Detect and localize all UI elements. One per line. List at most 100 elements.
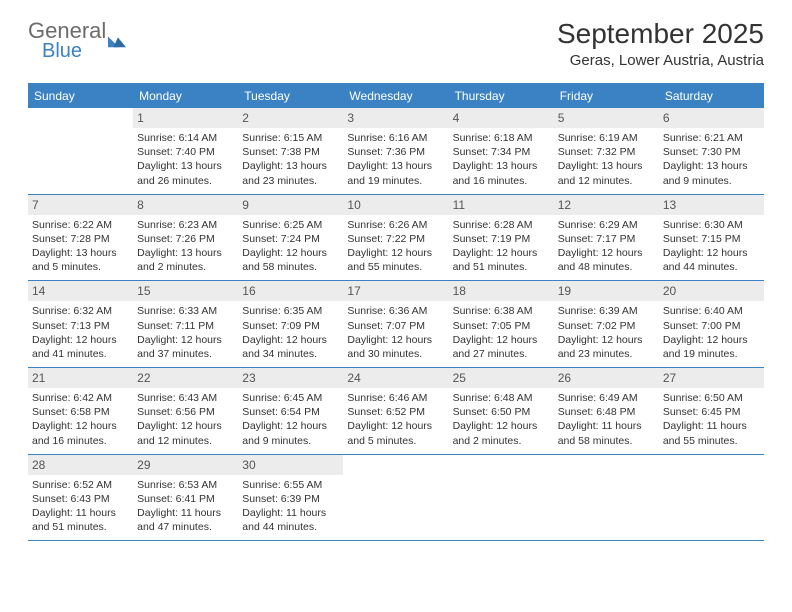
day-header: Sunday: [28, 85, 133, 108]
daylight-text: Daylight: 11 hours: [137, 506, 234, 520]
sunrise-text: Sunrise: 6:22 AM: [32, 218, 129, 232]
daylight-text: and 2 minutes.: [137, 260, 234, 274]
calendar-cell: 20Sunrise: 6:40 AMSunset: 7:00 PMDayligh…: [659, 281, 764, 367]
sunset-text: Sunset: 6:45 PM: [663, 405, 760, 419]
sunrise-text: Sunrise: 6:25 AM: [242, 218, 339, 232]
calendar-week: 7Sunrise: 6:22 AMSunset: 7:28 PMDaylight…: [28, 195, 764, 282]
sunrise-text: Sunrise: 6:45 AM: [242, 391, 339, 405]
daylight-text: and 12 minutes.: [558, 174, 655, 188]
daylight-text: and 47 minutes.: [137, 520, 234, 534]
daylight-text: and 37 minutes.: [137, 347, 234, 361]
calendar-cell: 1Sunrise: 6:14 AMSunset: 7:40 PMDaylight…: [133, 108, 238, 194]
sunset-text: Sunset: 7:13 PM: [32, 319, 129, 333]
sunset-text: Sunset: 7:24 PM: [242, 232, 339, 246]
sunrise-text: Sunrise: 6:16 AM: [347, 131, 444, 145]
day-number: 12: [554, 195, 659, 215]
sunset-text: Sunset: 7:22 PM: [347, 232, 444, 246]
daylight-text: and 5 minutes.: [32, 260, 129, 274]
calendar-cell: 27 Sunrise: 6:50 AMSunset: 6:45 PMDayligh…: [659, 368, 764, 454]
calendar-cell: [554, 455, 659, 541]
daylight-text: and 48 minutes.: [558, 260, 655, 274]
daylight-text: and 51 minutes.: [32, 520, 129, 534]
calendar-cell: 17Sunrise: 6:36 AMSunset: 7:07 PMDayligh…: [343, 281, 448, 367]
daylight-text: and 58 minutes.: [558, 434, 655, 448]
daylight-text: Daylight: 12 hours: [137, 419, 234, 433]
daylight-text: and 34 minutes.: [242, 347, 339, 361]
daylight-text: and 23 minutes.: [242, 174, 339, 188]
daylight-text: and 19 minutes.: [347, 174, 444, 188]
sunset-text: Sunset: 7:19 PM: [453, 232, 550, 246]
daylight-text: and 30 minutes.: [347, 347, 444, 361]
weeks-container: 1Sunrise: 6:14 AMSunset: 7:40 PMDaylight…: [28, 108, 764, 541]
sunset-text: Sunset: 6:39 PM: [242, 492, 339, 506]
sunrise-text: Sunrise: 6:33 AM: [137, 304, 234, 318]
calendar-cell: 12Sunrise: 6:29 AMSunset: 7:17 PMDayligh…: [554, 195, 659, 281]
calendar-cell: 26Sunrise: 6:49 AMSunset: 6:48 PMDayligh…: [554, 368, 659, 454]
sunrise-text: Sunrise: 6:48 AM: [453, 391, 550, 405]
day-number: 18: [449, 281, 554, 301]
daylight-text: and 58 minutes.: [242, 260, 339, 274]
sunset-text: Sunset: 6:48 PM: [558, 405, 655, 419]
day-header: Tuesday: [238, 85, 343, 108]
sunrise-text: Sunrise: 6:50 AM: [663, 391, 760, 405]
daylight-text: Daylight: 13 hours: [558, 159, 655, 173]
sunrise-text: Sunrise: 6:43 AM: [137, 391, 234, 405]
sunrise-text: Sunrise: 6:26 AM: [347, 218, 444, 232]
calendar-cell: 25Sunrise: 6:48 AMSunset: 6:50 PMDayligh…: [449, 368, 554, 454]
calendar-cell: 10Sunrise: 6:26 AMSunset: 7:22 PMDayligh…: [343, 195, 448, 281]
calendar-cell: 19Sunrise: 6:39 AMSunset: 7:02 PMDayligh…: [554, 281, 659, 367]
calendar-cell: 30Sunrise: 6:55 AMSunset: 6:39 PMDayligh…: [238, 455, 343, 541]
sunrise-text: Sunrise: 6:36 AM: [347, 304, 444, 318]
day-header-row: Sunday Monday Tuesday Wednesday Thursday…: [28, 85, 764, 108]
day-number: 17: [343, 281, 448, 301]
daylight-text: and 26 minutes.: [137, 174, 234, 188]
calendar-cell: 7Sunrise: 6:22 AMSunset: 7:28 PMDaylight…: [28, 195, 133, 281]
sunset-text: Sunset: 6:50 PM: [453, 405, 550, 419]
sunset-text: Sunset: 7:09 PM: [242, 319, 339, 333]
sunrise-text: Sunrise: 6:49 AM: [558, 391, 655, 405]
sunset-text: Sunset: 7:02 PM: [558, 319, 655, 333]
daylight-text: Daylight: 13 hours: [347, 159, 444, 173]
sunrise-text: Sunrise: 6:52 AM: [32, 478, 129, 492]
sunset-text: Sunset: 7:32 PM: [558, 145, 655, 159]
calendar-cell: 9Sunrise: 6:25 AMSunset: 7:24 PMDaylight…: [238, 195, 343, 281]
sunrise-text: Sunrise: 6:28 AM: [453, 218, 550, 232]
daylight-text: Daylight: 12 hours: [347, 246, 444, 260]
daylight-text: Daylight: 11 hours: [558, 419, 655, 433]
day-number: 5: [554, 108, 659, 128]
calendar-cell: [659, 455, 764, 541]
daylight-text: Daylight: 12 hours: [558, 333, 655, 347]
sunrise-text: Sunrise: 6:55 AM: [242, 478, 339, 492]
daylight-text: Daylight: 11 hours: [663, 419, 760, 433]
sunset-text: Sunset: 7:30 PM: [663, 145, 760, 159]
daylight-text: Daylight: 13 hours: [242, 159, 339, 173]
calendar-cell: 4Sunrise: 6:18 AMSunset: 7:34 PMDaylight…: [449, 108, 554, 194]
calendar: Sunday Monday Tuesday Wednesday Thursday…: [28, 83, 764, 541]
day-number: 27: [659, 368, 764, 388]
calendar-cell: 24Sunrise: 6:46 AMSunset: 6:52 PMDayligh…: [343, 368, 448, 454]
sunset-text: Sunset: 7:34 PM: [453, 145, 550, 159]
calendar-cell: 2Sunrise: 6:15 AMSunset: 7:38 PMDaylight…: [238, 108, 343, 194]
page-title: September 2025: [557, 18, 764, 50]
sunrise-text: Sunrise: 6:30 AM: [663, 218, 760, 232]
sunrise-text: Sunrise: 6:35 AM: [242, 304, 339, 318]
sunset-text: Sunset: 7:00 PM: [663, 319, 760, 333]
daylight-text: Daylight: 12 hours: [663, 333, 760, 347]
calendar-cell: 14Sunrise: 6:32 AMSunset: 7:13 PMDayligh…: [28, 281, 133, 367]
calendar-cell: 29Sunrise: 6:53 AMSunset: 6:41 PMDayligh…: [133, 455, 238, 541]
daylight-text: and 9 minutes.: [663, 174, 760, 188]
daylight-text: and 55 minutes.: [663, 434, 760, 448]
day-number: 19: [554, 281, 659, 301]
daylight-text: Daylight: 12 hours: [558, 246, 655, 260]
sunset-text: Sunset: 6:56 PM: [137, 405, 234, 419]
day-number: 6: [659, 108, 764, 128]
day-number: 11: [449, 195, 554, 215]
day-number: 16: [238, 281, 343, 301]
sunrise-text: Sunrise: 6:32 AM: [32, 304, 129, 318]
triangle-icon: [108, 34, 126, 48]
daylight-text: and 19 minutes.: [663, 347, 760, 361]
day-header: Friday: [554, 85, 659, 108]
daylight-text: Daylight: 12 hours: [242, 333, 339, 347]
sunset-text: Sunset: 6:52 PM: [347, 405, 444, 419]
day-header: Saturday: [659, 85, 764, 108]
